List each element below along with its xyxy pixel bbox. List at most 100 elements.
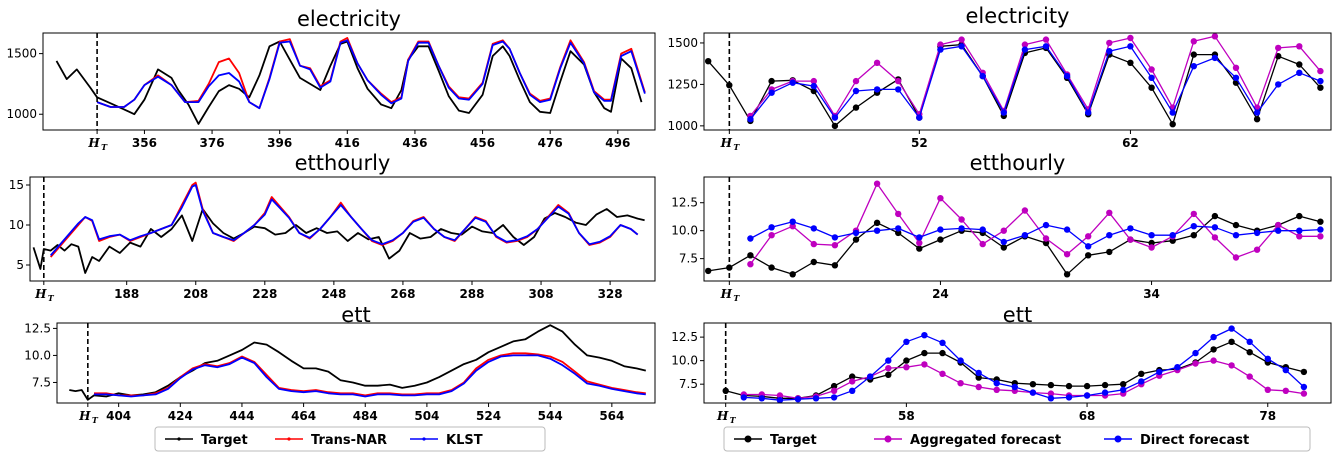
data-point — [849, 387, 856, 394]
data-point — [1042, 235, 1050, 242]
data-point — [1120, 381, 1127, 388]
x-tick-label: 248 — [321, 287, 346, 301]
data-point — [873, 180, 881, 187]
y-tick-label: 1500 — [6, 47, 37, 61]
series-line-target — [55, 40, 643, 125]
x-tick-label: 288 — [459, 287, 484, 301]
data-point — [740, 394, 747, 401]
data-point — [873, 219, 881, 226]
data-point — [794, 396, 802, 403]
x-tick-label: 188 — [114, 287, 139, 301]
data-point — [1063, 72, 1071, 80]
data-point — [1156, 368, 1163, 376]
data-point — [810, 82, 817, 90]
data-point — [885, 357, 892, 364]
horizon-tick-subscript: T — [92, 415, 99, 425]
horizon-tick-subscript: T — [48, 293, 55, 303]
horizon-tick-label: H — [720, 287, 733, 301]
data-point — [1317, 226, 1324, 233]
x-tick-label: 424 — [168, 409, 193, 423]
data-point — [830, 394, 838, 401]
y-tick-label: 5 — [16, 258, 24, 272]
axes-frame — [42, 32, 656, 131]
data-point — [958, 36, 965, 43]
data-point — [1148, 66, 1155, 73]
data-point — [1106, 48, 1113, 55]
y-tick-label: 7.5 — [32, 375, 51, 389]
data-point — [939, 349, 946, 357]
data-point — [1190, 232, 1198, 239]
data-point — [1042, 36, 1050, 43]
data-point — [939, 339, 946, 346]
legend-marker — [884, 435, 892, 443]
data-point — [1029, 389, 1037, 396]
x-tick-label: 208 — [183, 287, 208, 301]
axes-frame — [56, 322, 656, 404]
data-point — [1021, 232, 1029, 239]
series-line-direct-forecast — [749, 45, 1321, 120]
legend-label: Direct forecast — [1140, 433, 1249, 448]
data-point — [810, 225, 817, 232]
data-point — [1296, 43, 1303, 50]
data-point — [1021, 46, 1029, 53]
horizon-tick-subscript: T — [733, 293, 740, 303]
data-point — [979, 72, 986, 80]
legend-item: Aggregated forecast — [874, 433, 1061, 448]
data-point — [830, 387, 838, 394]
panel-4: etthourly 24 34 H T 7.5 10.0 12.5 — [671, 151, 1332, 303]
data-point — [1000, 238, 1007, 246]
horizon-tick-label: H — [78, 409, 91, 423]
legend-marker — [422, 437, 426, 441]
data-point — [789, 271, 796, 278]
data-point — [1083, 382, 1091, 390]
data-point — [873, 227, 881, 234]
series-group — [32, 181, 645, 274]
data-point — [747, 116, 754, 123]
horizon-tick-label: H — [87, 136, 100, 150]
data-point — [937, 46, 944, 53]
data-point — [1192, 360, 1199, 367]
horizon-tick-subscript: T — [733, 142, 740, 152]
legend-frame — [154, 426, 546, 452]
x-tick-label: 328 — [598, 287, 623, 301]
data-point — [903, 357, 910, 364]
data-point — [1300, 368, 1308, 376]
data-point — [1232, 64, 1240, 72]
data-point — [1246, 373, 1253, 380]
data-point — [747, 261, 754, 268]
series-line-aggregated-forecast — [749, 183, 1321, 265]
legend-marker — [177, 437, 181, 441]
data-point — [937, 226, 944, 233]
y-tick-label: 10.0 — [671, 224, 698, 238]
data-point — [768, 89, 775, 96]
series-line-klst — [94, 354, 646, 398]
data-point — [1065, 394, 1073, 401]
data-point — [921, 332, 928, 339]
data-point — [1148, 239, 1155, 247]
series-line-aggregated-forecast — [743, 359, 1304, 399]
y-tick-label: 15 — [9, 178, 24, 192]
data-point — [1138, 370, 1145, 377]
legend-item: Trans-NAR — [275, 433, 387, 448]
data-point — [1300, 383, 1308, 391]
legend-item: Target — [734, 433, 817, 448]
legend-label: Target — [770, 433, 817, 448]
series-line-target — [32, 208, 645, 274]
y-tick-label: 1500 — [667, 36, 698, 50]
data-point — [957, 380, 964, 387]
x-tick-label: 228 — [252, 287, 277, 301]
x-tick-label: 68 — [1079, 409, 1096, 423]
data-point — [895, 86, 902, 93]
data-point — [1085, 252, 1092, 259]
data-point — [979, 240, 986, 248]
x-tick-label: 404 — [106, 409, 131, 423]
data-point — [1317, 84, 1324, 91]
series-group — [705, 180, 1324, 278]
panel-2: electricity 52 62 H T 1000 1250 1500 — [667, 4, 1332, 152]
data-point — [747, 235, 754, 242]
data-point — [1210, 357, 1217, 364]
data-point — [1127, 34, 1134, 42]
series-line-direct-forecast — [750, 221, 1321, 247]
y-tick-label: 1000 — [6, 107, 37, 121]
